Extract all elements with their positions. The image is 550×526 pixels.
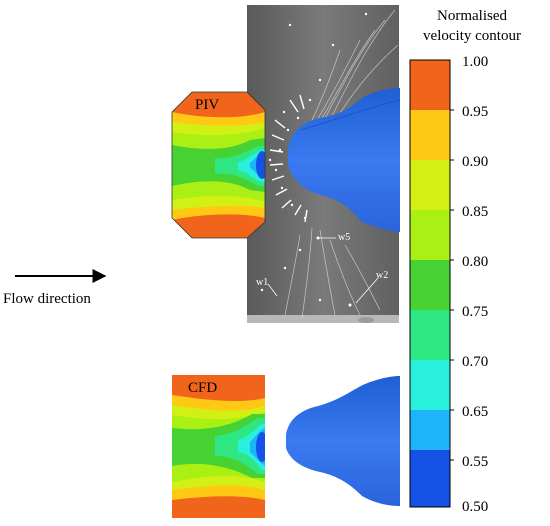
legend-title-line2: velocity contour — [423, 28, 521, 44]
piv-plume-surface — [288, 88, 400, 232]
colorbar-band — [410, 310, 450, 360]
tick-label: 0.80 — [462, 254, 488, 270]
legend-title-line1: Normalised — [437, 8, 507, 24]
tick-label: 0.55 — [462, 454, 488, 470]
probe-w5-label: w5 — [338, 232, 350, 243]
probe-w1-label: w1 — [256, 277, 268, 288]
cfd-label: CFD — [188, 380, 217, 396]
colorbar-band — [410, 110, 450, 160]
probe-w2-label: w2 — [376, 270, 388, 281]
cfd-plume-surface — [286, 376, 400, 506]
colorbar-band — [410, 450, 450, 507]
flow-direction-label: Flow direction — [3, 291, 91, 307]
tick-label: 0.85 — [462, 204, 488, 220]
tick-label: 0.75 — [462, 304, 488, 320]
colorbar-band — [410, 210, 450, 260]
cfd-velocity-contour — [172, 375, 265, 518]
piv-velocity-contour — [172, 92, 265, 238]
tick-label: 0.90 — [462, 154, 488, 170]
colorbar-band — [410, 360, 450, 410]
tick-label: 0.50 — [462, 499, 488, 515]
tick-label: 0.65 — [462, 404, 488, 420]
colorbar-band — [410, 260, 450, 310]
tick-label: 0.70 — [462, 354, 488, 370]
tick-label: 1.00 — [462, 54, 488, 70]
tick-label: 0.95 — [462, 104, 488, 120]
piv-label: PIV — [195, 97, 219, 113]
colorbar-band — [410, 60, 450, 110]
colorbar-band — [410, 160, 450, 210]
velocity-colorbar — [409, 59, 454, 508]
colorbar-band — [410, 410, 450, 450]
